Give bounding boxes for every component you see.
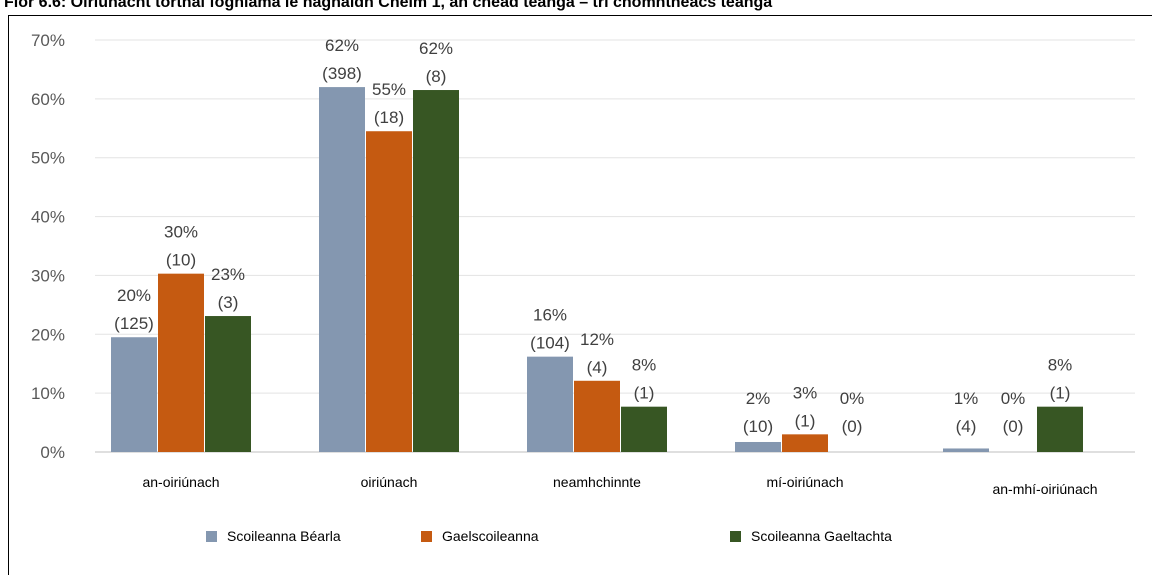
legend-swatch: [730, 530, 741, 542]
category-label: an-mhí-oiriúnach: [992, 481, 1097, 497]
data-label-count: (10): [166, 251, 196, 270]
bar: [574, 380, 620, 452]
legend-label: Scoileanna Béarla: [227, 528, 341, 544]
data-label-percent: 12%: [580, 330, 614, 349]
legend-item: Scoileanna Gaeltachta: [730, 527, 892, 545]
data-label-percent: 8%: [1048, 356, 1073, 375]
category-label: an-oiriúnach: [142, 474, 219, 490]
bar: [158, 273, 204, 452]
y-tick-label: 0%: [40, 443, 65, 462]
data-label-count: (0): [1003, 417, 1024, 436]
data-label-count: (3): [218, 293, 239, 312]
data-label-count: (10): [743, 417, 773, 436]
category-label: oiriúnach: [361, 474, 418, 490]
category-label: neamhchinnte: [553, 474, 641, 490]
data-label-count: (8): [426, 67, 447, 86]
chart-title: Fíor 6.6: Oiriúnacht torthaí foghlama le…: [4, 0, 773, 11]
data-label-percent: 30%: [164, 223, 198, 242]
bar: [1037, 406, 1083, 452]
bar: [782, 434, 828, 452]
y-tick-label: 20%: [31, 325, 65, 344]
data-label-count: (398): [322, 64, 362, 83]
bar: [527, 356, 573, 452]
bar: [413, 90, 459, 453]
bar: [621, 406, 667, 452]
y-tick-label: 50%: [31, 149, 65, 168]
legend-swatch: [421, 530, 432, 542]
data-label-percent: 62%: [419, 39, 453, 58]
data-label-count: (125): [114, 314, 154, 333]
bar: [943, 448, 989, 452]
legend-swatch: [206, 530, 217, 542]
data-label-percent: 3%: [793, 383, 818, 402]
chart-frame: [8, 15, 1152, 575]
data-label-count: (104): [530, 334, 570, 353]
data-label-count: (4): [587, 358, 608, 377]
y-tick-label: 10%: [31, 384, 65, 403]
data-label-percent: 1%: [954, 389, 979, 408]
bar: [735, 441, 781, 452]
bar: [366, 131, 412, 452]
data-label-percent: 8%: [632, 356, 657, 375]
data-label-percent: 23%: [211, 265, 245, 284]
data-label-percent: 0%: [840, 389, 865, 408]
y-tick-label: 60%: [31, 90, 65, 109]
y-tick-label: 70%: [31, 31, 65, 50]
legend-item: Gaelscoileanna: [421, 527, 539, 545]
data-label-count: (0): [842, 417, 863, 436]
legend-label: Gaelscoileanna: [442, 528, 539, 544]
data-label-percent: 62%: [325, 36, 359, 55]
bar: [205, 316, 251, 452]
data-label-count: (1): [795, 411, 816, 430]
data-label-count: (4): [956, 417, 977, 436]
data-label-percent: 16%: [533, 306, 567, 325]
category-label: mí-oiriúnach: [766, 474, 843, 490]
data-label-count: (18): [374, 108, 404, 127]
bar: [111, 337, 157, 452]
data-label-percent: 20%: [117, 286, 151, 305]
y-tick-label: 40%: [31, 208, 65, 227]
legend-label: Scoileanna Gaeltachta: [751, 528, 892, 544]
bar: [319, 87, 365, 452]
data-label-count: (1): [634, 384, 655, 403]
legend-item: Scoileanna Béarla: [206, 527, 341, 545]
data-label-percent: 55%: [372, 80, 406, 99]
data-label-percent: 0%: [1001, 389, 1026, 408]
data-label-percent: 2%: [746, 389, 771, 408]
data-label-count: (1): [1050, 384, 1071, 403]
y-tick-label: 30%: [31, 266, 65, 285]
